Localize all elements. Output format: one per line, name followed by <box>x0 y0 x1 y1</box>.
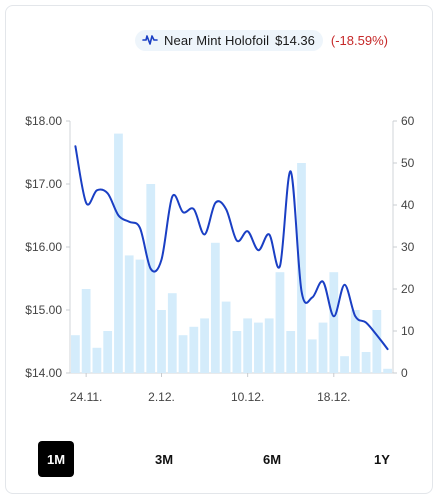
volume-bar <box>286 331 296 373</box>
range-6m-button[interactable]: 6M <box>262 451 282 467</box>
volume-bar <box>340 356 349 373</box>
left-axis-tick-label: $14.00 <box>25 366 62 380</box>
volume-bar <box>243 318 253 373</box>
range-1m-button[interactable]: 1M <box>38 441 74 477</box>
right-axis-tick-label: 10 <box>401 324 415 338</box>
x-axis-tick-label: 10.12. <box>231 390 264 404</box>
volume-bar <box>114 133 123 373</box>
volume-bar <box>372 310 382 373</box>
legend-series-name: Near Mint Holofoil <box>164 32 270 48</box>
volume-bar <box>210 242 220 373</box>
volume-bar <box>135 259 145 373</box>
x-axis-tick-label: 2.12. <box>148 390 175 404</box>
left-axis-tick-label: $16.00 <box>25 240 62 254</box>
volume-bar <box>124 255 134 373</box>
volume-bar <box>275 272 285 373</box>
time-range-selector: 1M 3M 6M 1Y <box>38 441 398 477</box>
price-chart: $14.00 $15.00 $16.00 $17.00 $18.00 0 10 20 30 40 5… <box>25 114 415 404</box>
volume-bar <box>361 352 371 373</box>
right-axis-tick-label: 30 <box>401 240 415 254</box>
left-axis-tick-label: $15.00 <box>25 303 62 317</box>
volume-bar <box>71 335 80 373</box>
right-axis-tick-label: 40 <box>401 198 415 212</box>
right-axis-tick-label: 20 <box>401 282 415 296</box>
volume-bar <box>221 301 231 373</box>
right-axis-tick-label: 50 <box>401 156 415 170</box>
volume-bar <box>146 184 156 373</box>
volume-bar <box>92 347 102 373</box>
volume-bar <box>254 322 263 373</box>
legend-price: $14.36 <box>275 32 315 48</box>
volume-bar <box>167 293 177 373</box>
volume-bar <box>383 368 392 373</box>
volume-bar <box>200 318 209 373</box>
x-axis-tick-label: 18.12. <box>317 390 350 404</box>
volume-bar <box>318 322 328 373</box>
volume-bar <box>103 331 113 373</box>
legend-series-pill[interactable]: Near Mint Holofoil $14.36 <box>135 29 323 51</box>
volume-bar <box>232 331 242 373</box>
price-line <box>74 145 389 351</box>
volume-bar <box>189 326 199 373</box>
right-axis-tick-label: 60 <box>401 114 415 128</box>
x-axis-tick-label: 24.11. <box>70 390 102 404</box>
volume-bar <box>307 339 317 373</box>
volume-bar <box>297 163 306 373</box>
volume-bar <box>157 310 166 373</box>
range-3m-button[interactable]: 3M <box>154 451 174 467</box>
volume-bar <box>264 318 274 373</box>
volume-bar <box>350 310 360 373</box>
chart-legend: Near Mint Holofoil $14.36 (-18.59%) <box>135 29 388 51</box>
volume-bar <box>329 272 339 373</box>
line-chart-icon <box>142 35 158 45</box>
right-axis-tick-label: 0 <box>401 366 408 380</box>
left-axis-tick-label: $17.00 <box>25 177 62 191</box>
range-1y-button[interactable]: 1Y <box>374 451 390 467</box>
legend-change-percent: (-18.59%) <box>330 32 388 48</box>
left-axis-tick-label: $18.00 <box>25 114 62 128</box>
volume-bar <box>81 289 91 373</box>
volume-bar <box>178 335 188 373</box>
